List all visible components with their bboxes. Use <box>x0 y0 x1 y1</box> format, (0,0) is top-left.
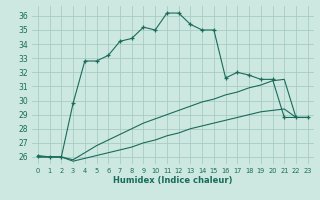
X-axis label: Humidex (Indice chaleur): Humidex (Indice chaleur) <box>113 176 233 185</box>
